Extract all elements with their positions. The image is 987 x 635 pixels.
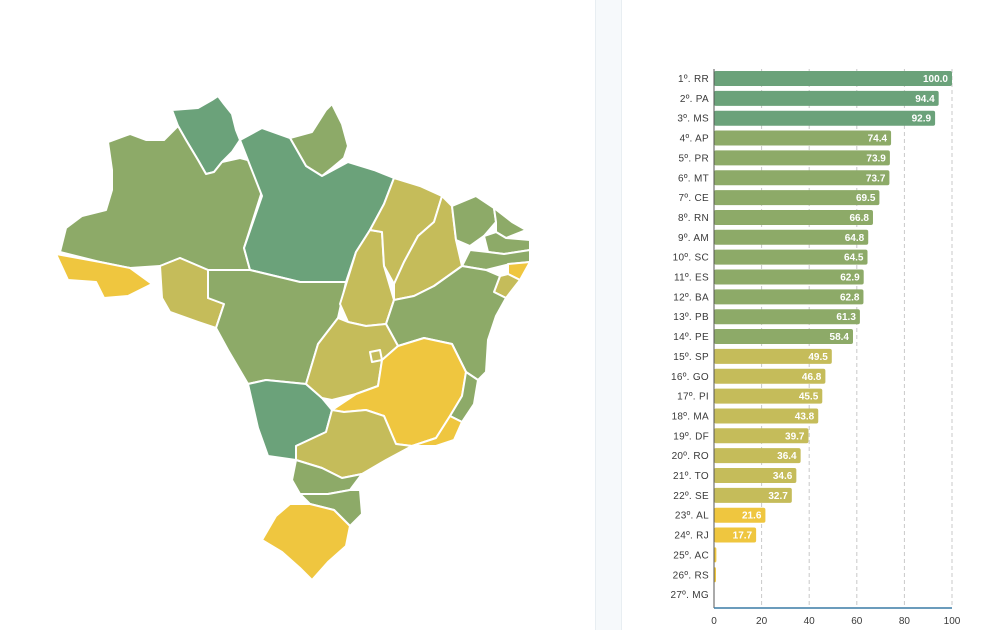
category-label: 7º. CE xyxy=(679,193,709,204)
map-state-DF[interactable] xyxy=(369,349,383,363)
category-label: 22º. SE xyxy=(673,491,709,502)
data-label: 62.8 xyxy=(840,292,860,303)
data-label: 34.6 xyxy=(773,471,793,482)
category-label: 6º. MT xyxy=(678,173,709,184)
bar[interactable] xyxy=(714,249,868,265)
data-label: 74.4 xyxy=(868,134,888,145)
x-tick-label: 60 xyxy=(851,616,863,627)
bar[interactable] xyxy=(714,527,757,543)
data-label: 64.8 xyxy=(845,233,865,244)
category-label: 26º. RS xyxy=(673,570,709,581)
category-label: 20º. RO xyxy=(672,451,709,462)
data-label: 73.9 xyxy=(866,153,886,164)
data-label: 36.4 xyxy=(777,451,797,462)
bar[interactable] xyxy=(714,110,936,126)
x-tick-label: 20 xyxy=(756,616,768,627)
category-label: 10º. SC xyxy=(673,253,709,264)
data-label: 45.5 xyxy=(799,392,819,403)
category-label: 12º. BA xyxy=(673,292,709,303)
data-label: 64.5 xyxy=(844,253,864,264)
data-label: 62.9 xyxy=(840,273,860,284)
data-label: 49.5 xyxy=(808,352,828,363)
bar[interactable] xyxy=(714,487,792,503)
ranking-bar-chart: 100.0 94.4 92.9 74.4 73.9 73.7 69.5 66.8 64.8 64.… xyxy=(670,69,961,627)
category-label: 11º. ES xyxy=(674,273,709,284)
bar-layer: 100.0 94.4 92.9 74.4 73.9 73.7 69.5 66.8 64.8 64.… xyxy=(714,71,952,583)
category-label: 13º. PB xyxy=(673,312,709,323)
data-label: 94.4 xyxy=(915,94,935,105)
category-label: 1º. RR xyxy=(678,74,709,85)
data-label: 69.5 xyxy=(856,193,876,204)
bar[interactable] xyxy=(714,170,890,186)
bar[interactable] xyxy=(714,408,819,424)
bar[interactable] xyxy=(714,468,797,483)
category-label: 27º. MG xyxy=(670,590,709,601)
category-label: 15º. SP xyxy=(673,352,709,363)
category-label: 8º. RN xyxy=(678,213,709,224)
data-label: 21.6 xyxy=(742,511,762,522)
chart-panel: 100.0 94.4 92.9 74.4 73.9 73.7 69.5 66.8 64.8 64.… xyxy=(622,0,987,630)
data-label: 100.0 xyxy=(923,74,948,85)
bar[interactable] xyxy=(714,388,823,404)
map-state-PE[interactable] xyxy=(461,249,531,271)
bar[interactable] xyxy=(714,150,890,166)
map-panel xyxy=(55,95,531,581)
category-label: 23º. AL xyxy=(675,511,709,522)
category-label: 19º. DF xyxy=(673,431,709,442)
bar[interactable] xyxy=(714,229,869,245)
data-label: 73.7 xyxy=(866,173,886,184)
category-label: 18º. MA xyxy=(672,411,709,422)
category-label: 9º. AM xyxy=(678,233,709,244)
data-label: 43.8 xyxy=(795,411,815,422)
bar[interactable] xyxy=(714,348,832,364)
bar[interactable] xyxy=(714,507,766,523)
bar[interactable] xyxy=(714,547,717,563)
map-state-SP[interactable] xyxy=(295,409,413,479)
data-label: 39.7 xyxy=(785,431,805,442)
map-state-AC[interactable] xyxy=(55,253,153,299)
category-label: 14º. PE xyxy=(673,332,709,343)
category-label: 17º. PI xyxy=(677,392,709,403)
data-label: 17.7 xyxy=(733,531,753,542)
bar[interactable] xyxy=(714,329,853,345)
bar[interactable] xyxy=(714,90,939,106)
panel-divider xyxy=(595,0,622,630)
category-label: 25º. AC xyxy=(673,550,709,561)
bar[interactable] xyxy=(714,130,892,146)
data-label: 61.3 xyxy=(836,312,856,323)
bar[interactable] xyxy=(714,368,826,384)
bar[interactable] xyxy=(714,71,952,86)
map-state-AM[interactable] xyxy=(59,125,271,271)
data-label: 58.4 xyxy=(830,332,850,343)
x-tick-label: 0 xyxy=(711,616,717,627)
bar[interactable] xyxy=(714,309,860,325)
data-label: 92.9 xyxy=(912,114,932,125)
data-label: 66.8 xyxy=(850,213,870,224)
data-label: 32.7 xyxy=(768,491,788,502)
x-tick-label: 100 xyxy=(944,616,961,627)
bar[interactable] xyxy=(714,190,880,206)
bar[interactable] xyxy=(714,428,809,444)
category-label: 5º. PR xyxy=(679,153,709,164)
category-label: 24º. RJ xyxy=(674,531,709,542)
bar[interactable] xyxy=(714,209,873,225)
bar[interactable] xyxy=(714,289,864,305)
bar[interactable] xyxy=(714,269,864,285)
x-tick-label: 40 xyxy=(804,616,816,627)
brazil-choropleth-map xyxy=(55,95,531,581)
map-state-CE[interactable] xyxy=(451,195,497,247)
category-label: 2º. PA xyxy=(680,94,709,105)
map-state-RS[interactable] xyxy=(261,503,351,581)
bar[interactable] xyxy=(714,448,801,464)
axis-layer: 0 20 40 60 80 100 1º. RR 2º. PA 3º. MS 4º. AP 5º. … xyxy=(670,69,961,627)
x-tick-label: 80 xyxy=(899,616,911,627)
category-label: 16º. GO xyxy=(671,372,709,383)
category-label: 4º. AP xyxy=(680,134,709,145)
category-label: 21º. TO xyxy=(673,471,709,482)
data-label: 46.8 xyxy=(802,372,822,383)
category-label: 3º. MS xyxy=(677,114,709,125)
